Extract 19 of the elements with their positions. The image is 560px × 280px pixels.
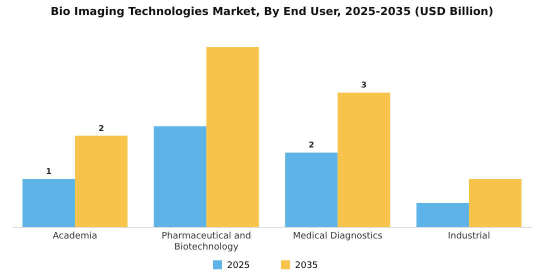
x-tick-label: Academia: [52, 232, 98, 242]
bar: [468, 179, 522, 227]
chart-title: Bio Imaging Technologies Market, By End User, 2025-2035 (USD Billion): [50, 5, 494, 18]
bar: [154, 126, 206, 227]
data-label: 2: [308, 140, 314, 150]
bar: [285, 152, 338, 227]
bar: [338, 92, 390, 227]
legend-label: 2025: [227, 260, 250, 271]
x-tick-label: Medical Diagnostics: [292, 232, 383, 242]
data-label: 3: [361, 80, 367, 90]
data-label: 2: [98, 124, 104, 133]
bar: [206, 47, 259, 227]
x-tick-label: Industrial: [448, 232, 490, 242]
bar: [22, 179, 76, 227]
legend-label: 2035: [295, 260, 318, 271]
bar: [416, 203, 469, 227]
x-tick-label: Pharmaceutical and Biotechnology: [162, 232, 252, 252]
bar: [75, 136, 128, 227]
data-label: 1: [46, 167, 52, 176]
